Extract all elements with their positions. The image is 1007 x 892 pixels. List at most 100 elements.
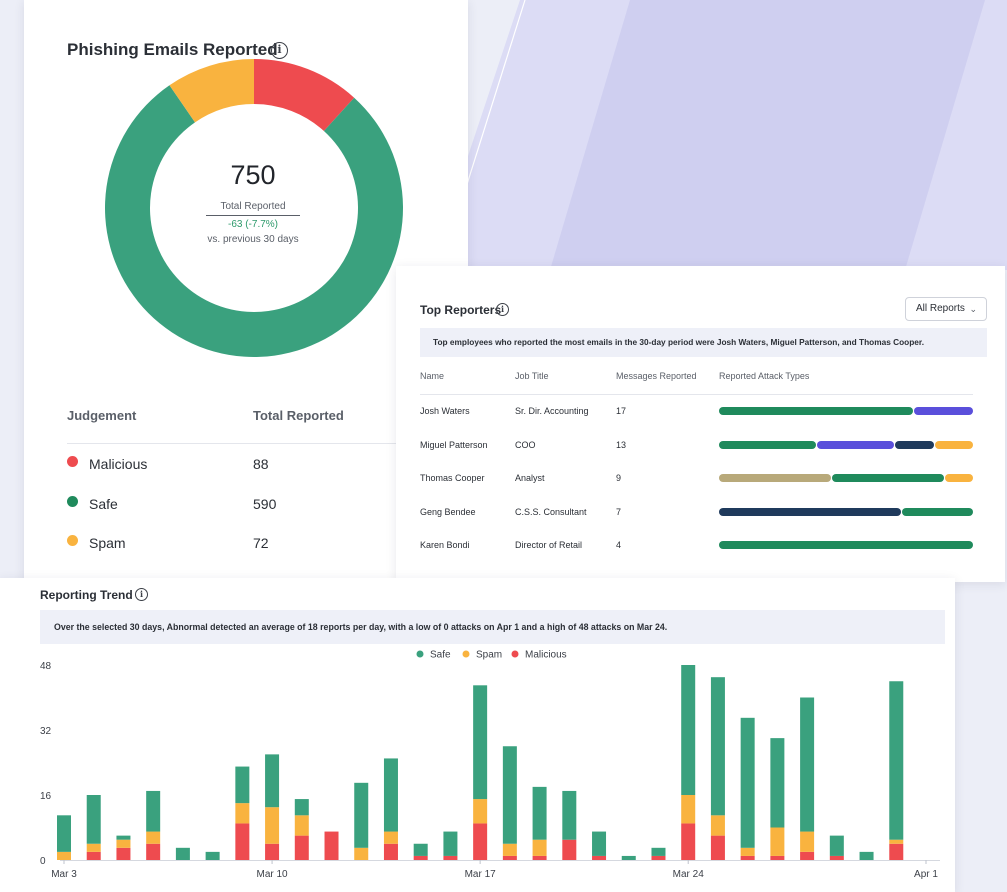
bar-segment-safe[interactable] bbox=[354, 782, 369, 848]
bar-segment-malicious[interactable] bbox=[562, 839, 577, 860]
bar-segment-safe[interactable] bbox=[383, 758, 398, 832]
bar-segment-safe[interactable] bbox=[710, 677, 725, 816]
attack-type-segment bbox=[832, 474, 945, 482]
legend-label-spam[interactable]: Spam bbox=[476, 650, 502, 661]
bar-segment-safe[interactable] bbox=[621, 855, 636, 860]
bar-segment-safe[interactable] bbox=[502, 746, 517, 844]
bar-segment-safe[interactable] bbox=[413, 843, 428, 856]
reporter-row: Karen Bondi Director of Retail 4 bbox=[420, 540, 973, 574]
bar-segment-safe[interactable] bbox=[592, 831, 607, 856]
judgement-row-safe: Safe 590 bbox=[67, 495, 467, 536]
bar-segment-spam[interactable] bbox=[681, 795, 696, 824]
bar-segment-safe[interactable] bbox=[770, 738, 785, 828]
bar-segment-malicious[interactable] bbox=[294, 835, 309, 860]
reporter-job-title: C.S.S. Consultant bbox=[515, 506, 587, 517]
bar-segment-safe[interactable] bbox=[57, 815, 71, 852]
legend-label-safe[interactable]: Safe bbox=[430, 650, 451, 661]
phishing-title: Phishing Emails Reported bbox=[67, 40, 278, 59]
bar-segment-spam[interactable] bbox=[294, 815, 309, 836]
judgement-label: Safe bbox=[89, 495, 118, 512]
bar-segment-malicious[interactable] bbox=[324, 831, 339, 860]
judgement-column-header: Judgement bbox=[67, 408, 137, 423]
x-tick-label: Apr 1 bbox=[914, 869, 938, 880]
bar-segment-malicious[interactable] bbox=[473, 823, 488, 860]
bar-segment-spam[interactable] bbox=[473, 799, 488, 824]
info-icon[interactable]: i bbox=[496, 303, 509, 316]
bar-segment-spam[interactable] bbox=[800, 831, 815, 852]
judgement-count: 72 bbox=[253, 535, 269, 551]
bar-segment-safe[interactable] bbox=[800, 697, 815, 832]
bar-segment-spam[interactable] bbox=[235, 803, 250, 824]
reporter-name: Geng Bendee bbox=[420, 506, 476, 517]
bar-segment-safe[interactable] bbox=[175, 847, 190, 860]
bar-segment-malicious[interactable] bbox=[770, 855, 785, 860]
bar-segment-spam[interactable] bbox=[86, 843, 101, 852]
bar-segment-malicious[interactable] bbox=[146, 843, 161, 860]
attack-type-segment bbox=[719, 507, 902, 516]
bar-segment-spam[interactable] bbox=[146, 831, 161, 844]
bar-segment-malicious[interactable] bbox=[740, 855, 755, 860]
bar-segment-malicious[interactable] bbox=[265, 843, 280, 860]
bar-segment-spam[interactable] bbox=[383, 831, 398, 844]
report-filter-value: All Reports bbox=[916, 303, 965, 314]
bar-segment-spam[interactable] bbox=[532, 839, 547, 856]
bar-segment-malicious[interactable] bbox=[116, 847, 131, 860]
bar-segment-malicious[interactable] bbox=[383, 843, 398, 860]
attack-type-segment bbox=[945, 474, 973, 482]
info-icon[interactable]: i bbox=[135, 588, 148, 601]
bar-segment-malicious[interactable] bbox=[86, 851, 101, 860]
bar-segment-safe[interactable] bbox=[86, 795, 101, 844]
bar-segment-spam[interactable] bbox=[770, 827, 785, 856]
bar-segment-malicious[interactable] bbox=[443, 855, 458, 860]
info-icon[interactable]: i bbox=[271, 42, 288, 59]
bar-segment-safe[interactable] bbox=[532, 786, 547, 840]
bar-segment-malicious[interactable] bbox=[681, 823, 696, 860]
bar-segment-malicious[interactable] bbox=[413, 855, 428, 860]
reporter-row: Thomas Cooper Analyst 9 bbox=[420, 473, 973, 507]
bar-segment-safe[interactable] bbox=[740, 717, 755, 848]
donut-slice-malicious[interactable] bbox=[254, 59, 355, 132]
y-tick-label: 16 bbox=[40, 791, 52, 802]
bar-segment-safe[interactable] bbox=[859, 851, 874, 860]
bar-segment-spam[interactable] bbox=[740, 847, 755, 856]
bar-segment-malicious[interactable] bbox=[800, 851, 815, 860]
bar-segment-spam[interactable] bbox=[265, 807, 280, 844]
bar-segment-safe[interactable] bbox=[294, 799, 309, 816]
bar-segment-malicious[interactable] bbox=[532, 855, 547, 860]
bar-segment-malicious[interactable] bbox=[829, 855, 844, 860]
bar-segment-safe[interactable] bbox=[562, 790, 577, 840]
bar-segment-spam[interactable] bbox=[502, 843, 517, 856]
bar-segment-malicious[interactable] bbox=[651, 855, 666, 860]
judgement-label: Spam bbox=[89, 535, 126, 551]
bar-segment-malicious[interactable] bbox=[889, 843, 904, 860]
bar-segment-spam[interactable] bbox=[116, 839, 131, 848]
bar-segment-safe[interactable] bbox=[443, 831, 458, 856]
reporter-name: Karen Bondi bbox=[420, 540, 470, 550]
bar-segment-safe[interactable] bbox=[473, 685, 488, 800]
donut-slice-safe[interactable] bbox=[105, 85, 404, 357]
attack-type-segment bbox=[913, 407, 973, 415]
bar-segment-safe[interactable] bbox=[651, 847, 666, 856]
bar-segment-safe[interactable] bbox=[205, 851, 220, 860]
bar-segment-safe[interactable] bbox=[146, 790, 161, 832]
bar-segment-malicious[interactable] bbox=[592, 855, 607, 860]
bar-segment-safe[interactable] bbox=[116, 835, 131, 840]
bar-segment-malicious[interactable] bbox=[710, 835, 725, 860]
bar-segment-malicious[interactable] bbox=[502, 855, 517, 860]
reporter-message-count: 13 bbox=[616, 439, 627, 450]
judgement-table-header: Judgement Total Reported bbox=[67, 408, 467, 444]
legend-label-malicious[interactable]: Malicious bbox=[525, 650, 567, 661]
judgement-count: 88 bbox=[253, 456, 269, 472]
bar-segment-safe[interactable] bbox=[829, 835, 844, 856]
bar-segment-spam[interactable] bbox=[889, 839, 904, 844]
bar-segment-spam[interactable] bbox=[710, 815, 725, 836]
bar-segment-safe[interactable] bbox=[681, 665, 696, 795]
bar-segment-safe[interactable] bbox=[265, 754, 280, 808]
bar-segment-spam[interactable] bbox=[354, 847, 369, 860]
bar-segment-safe[interactable] bbox=[889, 681, 904, 840]
bar-segment-safe[interactable] bbox=[235, 766, 250, 804]
donut-slice-spam[interactable] bbox=[169, 59, 254, 123]
bar-segment-malicious[interactable] bbox=[235, 823, 250, 860]
bar-segment-spam[interactable] bbox=[57, 851, 71, 860]
report-filter-dropdown[interactable]: All Reports ⌄ bbox=[905, 297, 987, 321]
